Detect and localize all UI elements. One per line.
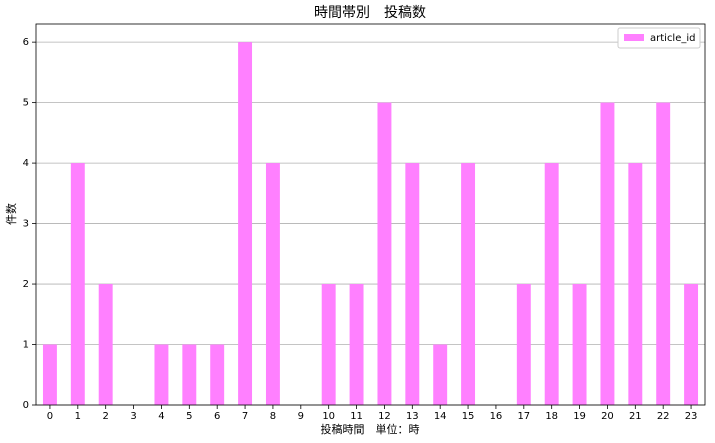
x-tick-label: 0: [47, 411, 53, 422]
legend-box: [617, 27, 701, 49]
x-tick-label: 22: [657, 411, 670, 422]
bar: [572, 284, 587, 405]
x-tick-label: 19: [573, 411, 586, 422]
y-tick-label: 5: [23, 98, 29, 109]
legend-label: article_id: [650, 33, 696, 44]
x-tick-label: 4: [158, 411, 164, 422]
x-tick-label: 16: [490, 411, 503, 422]
y-tick-label: 6: [23, 37, 29, 48]
bar: [628, 163, 643, 405]
bar: [544, 163, 559, 405]
x-tick-label: 7: [242, 411, 248, 422]
bar: [182, 344, 197, 405]
y-axis-label: 件数: [5, 203, 18, 225]
bar: [461, 163, 476, 405]
bar: [238, 42, 253, 406]
bar: [516, 284, 531, 405]
y-tick-label: 0: [23, 400, 29, 411]
x-tick-label: 17: [517, 411, 530, 422]
bar: [405, 163, 420, 405]
bar: [154, 344, 169, 405]
x-tick-label: 1: [75, 411, 81, 422]
x-tick-label: 10: [322, 411, 335, 422]
x-tick-label: 14: [434, 411, 447, 422]
y-tick-label: 4: [23, 158, 29, 169]
x-tick-label: 5: [186, 411, 192, 422]
x-tick-label: 18: [545, 411, 558, 422]
bar: [265, 163, 280, 405]
x-tick-label: 13: [406, 411, 419, 422]
bar: [210, 344, 225, 405]
x-tick-label: 3: [130, 411, 136, 422]
bar: [42, 344, 57, 405]
bar: [349, 284, 364, 405]
chart-title: 時間帯別 投稿数: [314, 5, 426, 21]
y-tick-label: 2: [23, 279, 29, 290]
bar: [433, 344, 448, 405]
bar: [656, 102, 671, 405]
x-tick-label: 15: [462, 411, 475, 422]
x-tick-label: 9: [298, 411, 304, 422]
y-tick-label: 3: [23, 219, 29, 230]
y-tick-label: 1: [23, 340, 29, 351]
x-tick-label: 20: [601, 411, 614, 422]
x-tick-label: 8: [270, 411, 276, 422]
plot-frame: [35, 23, 706, 406]
x-tick-label: 11: [350, 411, 363, 422]
bar: [377, 102, 392, 405]
x-tick-label: 12: [378, 411, 391, 422]
bar: [321, 284, 336, 405]
bar: [684, 284, 699, 405]
x-tick-label: 6: [214, 411, 220, 422]
legend-swatch: [624, 34, 644, 41]
x-tick-label: 23: [685, 411, 698, 422]
x-tick-label: 2: [103, 411, 109, 422]
bar: [70, 163, 85, 405]
x-tick-label: 21: [629, 411, 642, 422]
bar: [98, 284, 113, 405]
x-axis-label: 投稿時間 単位：時: [321, 422, 420, 436]
bar: [600, 102, 615, 405]
